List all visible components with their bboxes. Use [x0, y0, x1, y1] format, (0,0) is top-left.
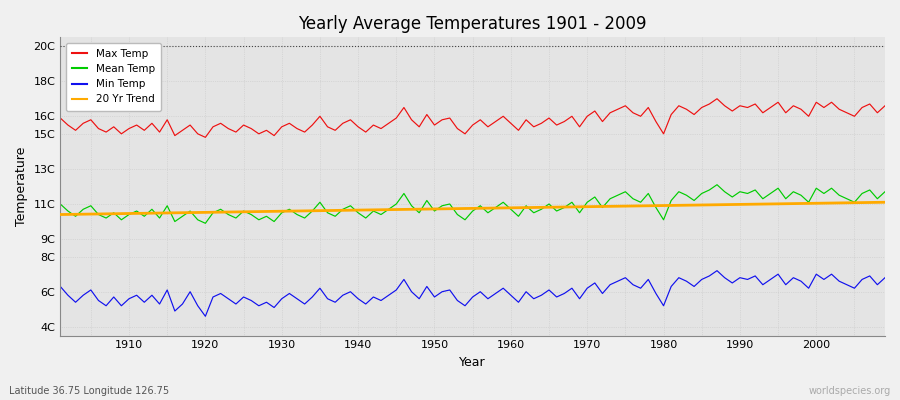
Max Temp	[292, 126, 302, 131]
Min Temp	[292, 296, 302, 301]
Legend: Max Temp, Mean Temp, Min Temp, 20 Yr Trend: Max Temp, Mean Temp, Min Temp, 20 Yr Tre…	[66, 42, 161, 111]
Max Temp	[712, 96, 723, 101]
Min Temp	[200, 314, 211, 319]
Line: Min Temp: Min Temp	[60, 271, 885, 316]
Max Temp	[55, 116, 66, 120]
Min Temp	[879, 275, 890, 280]
Mean Temp	[200, 221, 211, 226]
Max Temp	[200, 135, 211, 140]
Mean Temp	[292, 212, 302, 217]
20 Yr Trend	[329, 208, 340, 213]
Min Temp	[513, 300, 524, 305]
20 Yr Trend	[284, 209, 295, 214]
Line: Mean Temp: Mean Temp	[60, 185, 885, 223]
Min Temp	[55, 284, 66, 289]
Max Temp	[116, 132, 127, 136]
Mean Temp	[712, 182, 723, 187]
Title: Yearly Average Temperatures 1901 - 2009: Yearly Average Temperatures 1901 - 2009	[299, 15, 647, 33]
Line: 20 Yr Trend: 20 Yr Trend	[60, 202, 885, 214]
Mean Temp	[338, 207, 348, 212]
X-axis label: Year: Year	[459, 356, 486, 369]
Text: Latitude 36.75 Longitude 126.75: Latitude 36.75 Longitude 126.75	[9, 386, 169, 396]
20 Yr Trend	[597, 204, 608, 209]
20 Yr Trend	[506, 206, 517, 210]
Mean Temp	[506, 207, 517, 212]
Mean Temp	[513, 214, 524, 219]
Text: worldspecies.org: worldspecies.org	[809, 386, 891, 396]
Mean Temp	[116, 217, 127, 222]
Min Temp	[712, 268, 723, 273]
20 Yr Trend	[116, 211, 127, 216]
20 Yr Trend	[879, 200, 890, 205]
Min Temp	[338, 293, 348, 298]
Mean Temp	[605, 196, 616, 201]
Min Temp	[506, 293, 517, 298]
Mean Temp	[879, 189, 890, 194]
Max Temp	[338, 121, 348, 126]
Min Temp	[116, 303, 127, 308]
Max Temp	[879, 103, 890, 108]
Max Temp	[513, 128, 524, 133]
Y-axis label: Temperature: Temperature	[15, 147, 28, 226]
20 Yr Trend	[498, 206, 508, 210]
Min Temp	[605, 282, 616, 287]
20 Yr Trend	[55, 212, 66, 217]
Max Temp	[506, 121, 517, 126]
Line: Max Temp: Max Temp	[60, 99, 885, 137]
Mean Temp	[55, 202, 66, 206]
Max Temp	[605, 110, 616, 115]
